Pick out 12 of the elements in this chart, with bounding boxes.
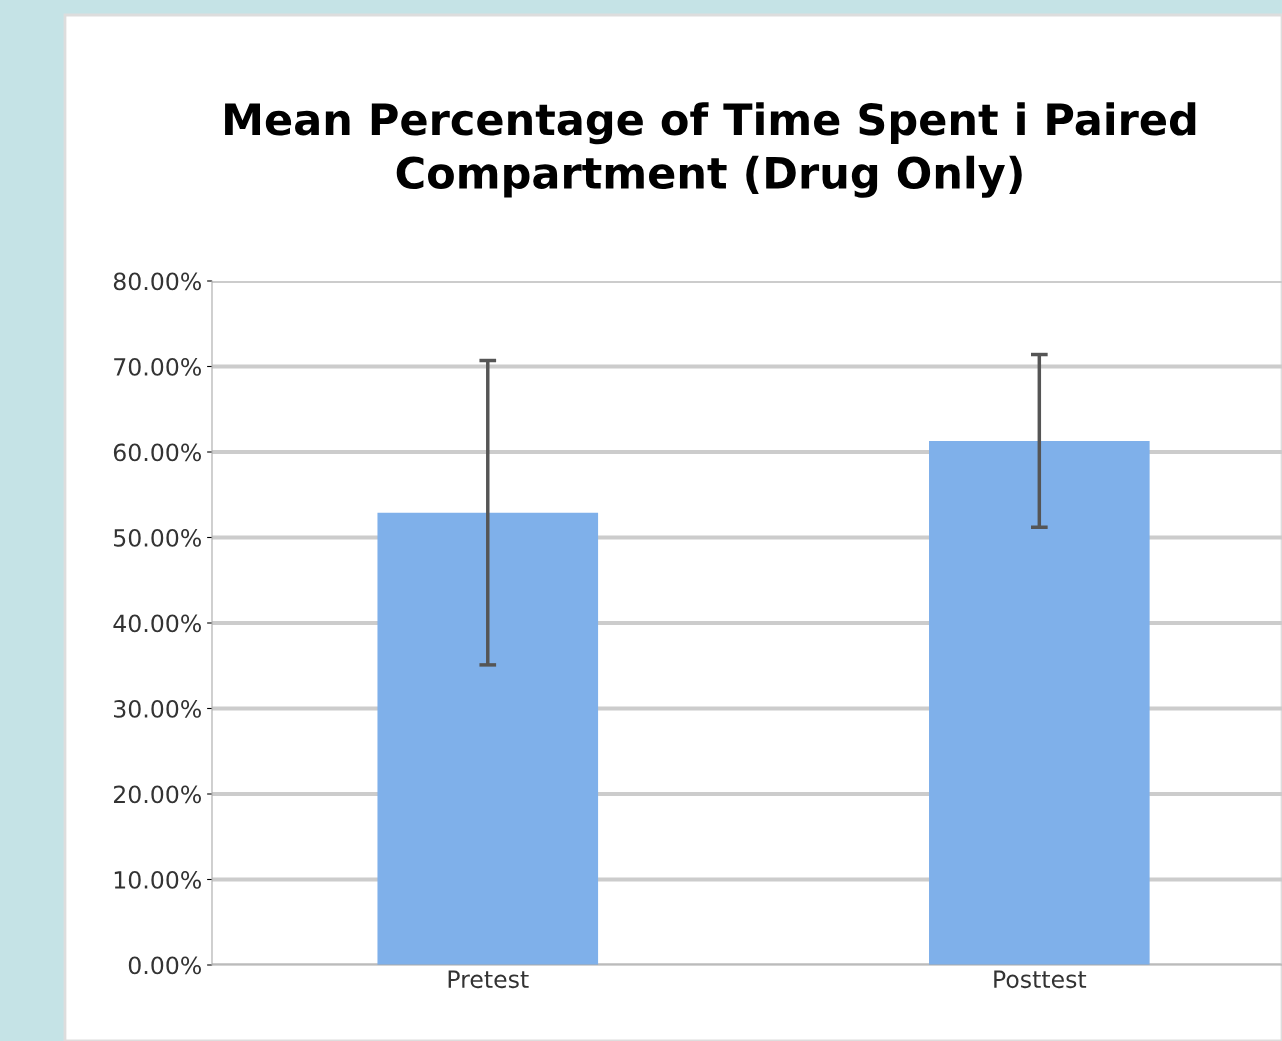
- y-tick-label: 10.00%: [114, 870, 201, 889]
- y-tick-label: 40.00%: [113, 614, 201, 633]
- y-tick-label: 80.00%: [113, 272, 201, 291]
- y-tick-label: 20.00%: [113, 785, 201, 804]
- y-tick-label: 50.00%: [114, 528, 201, 547]
- y-tick-label: 70.00%: [114, 357, 201, 376]
- y-tick-label: 30.00%: [114, 699, 201, 718]
- x-tick-label: Posttest: [994, 970, 1087, 989]
- x-tick-label: Pretest: [448, 970, 529, 989]
- y-tick-label: 60.00%: [113, 443, 201, 462]
- chart-title: Mean Percentage of Time Spent i Paired Compartment (Drug Only): [225, 102, 1196, 198]
- y-tick-label: 0.00%: [128, 956, 201, 975]
